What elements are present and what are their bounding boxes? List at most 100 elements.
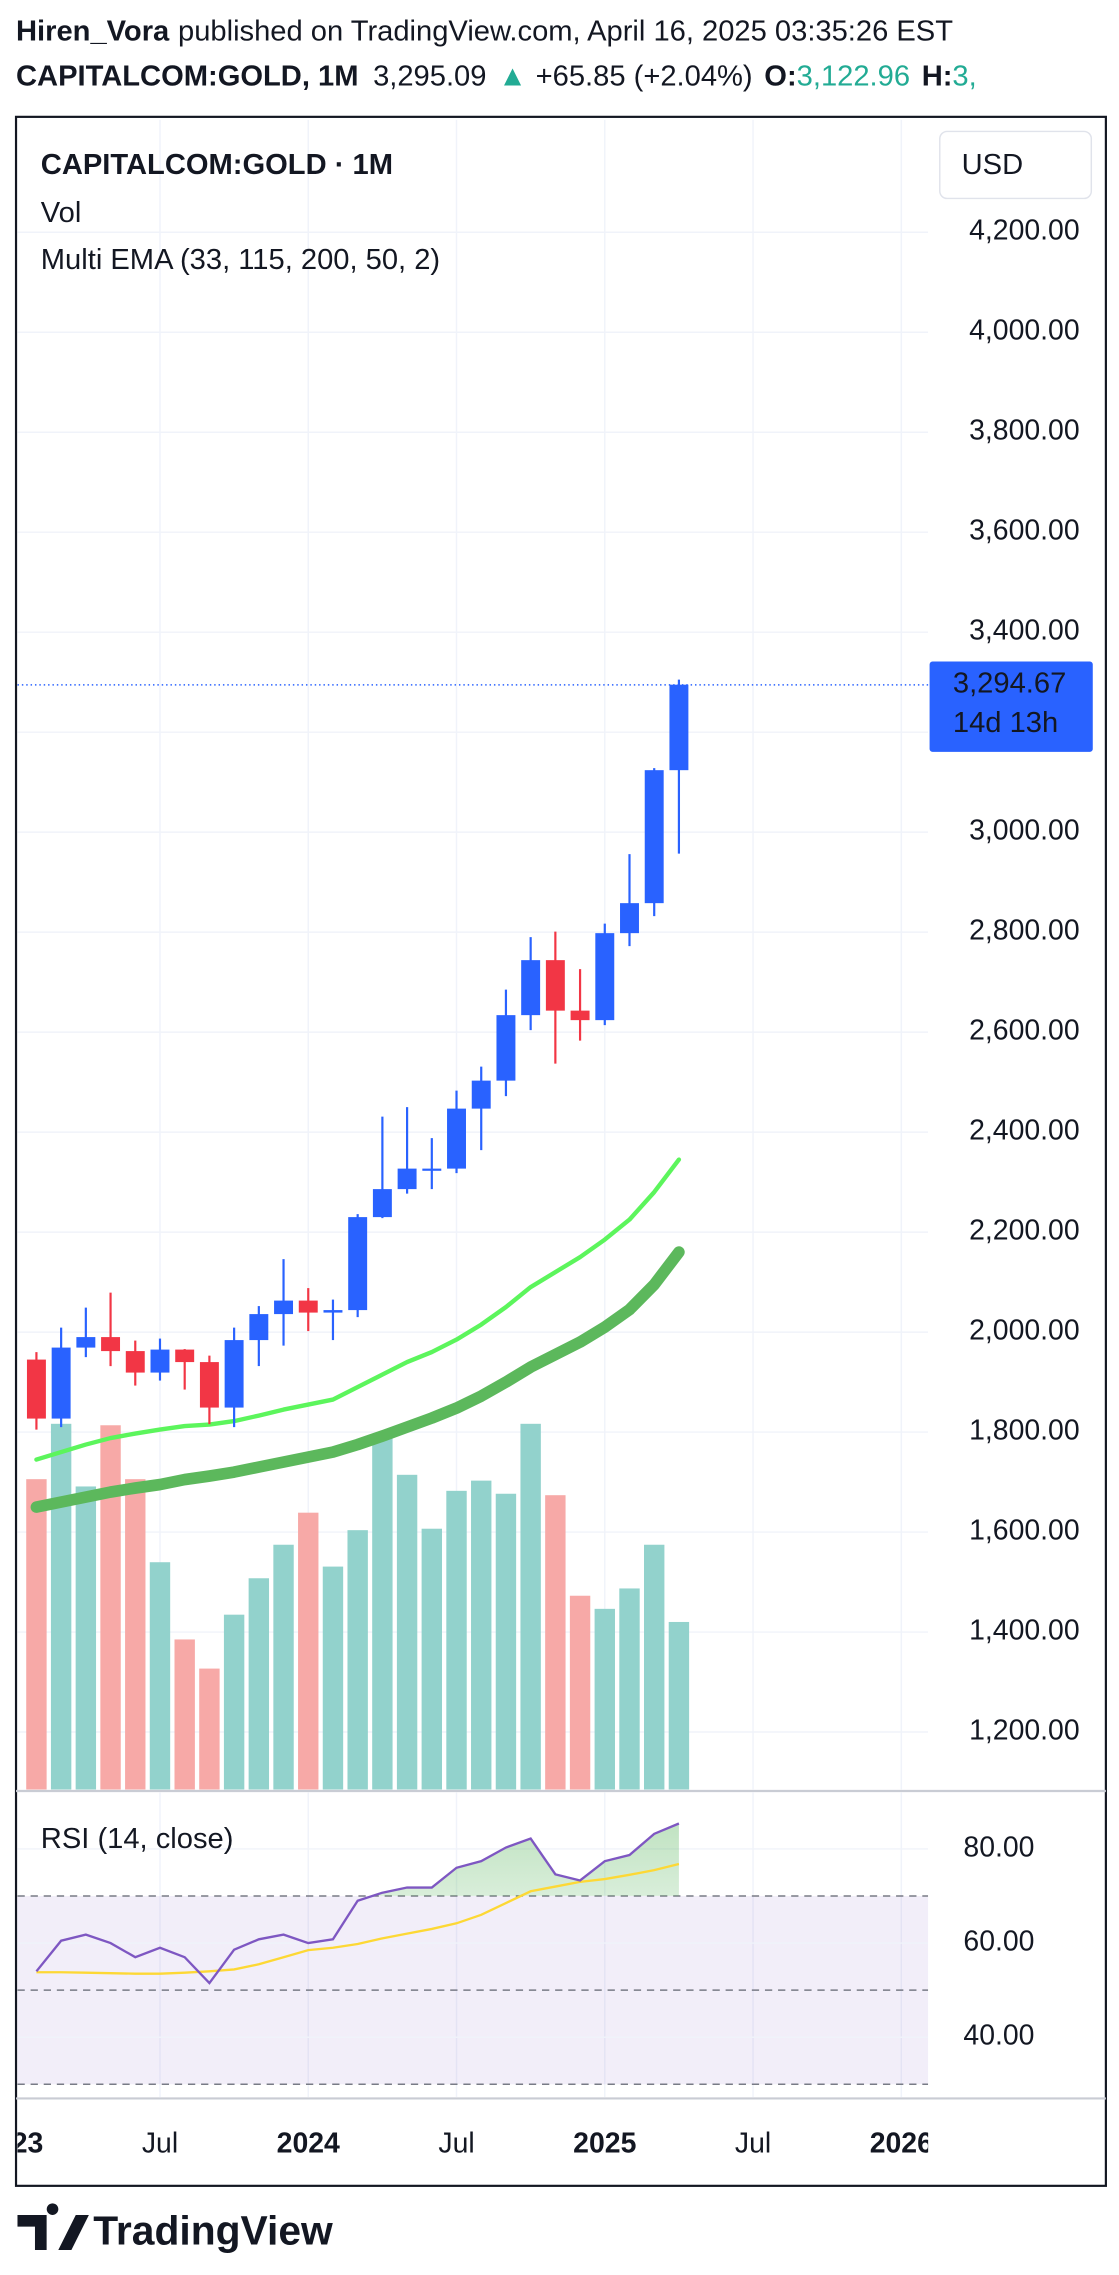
volume-bar: [125, 1479, 146, 1790]
candle-body: [175, 1349, 195, 1363]
rsi-band: [17, 1895, 929, 2085]
rsi-line: [35, 1822, 680, 1985]
volume-bar: [100, 1425, 121, 1790]
rsi-title: RSI (14, close): [41, 1823, 234, 1855]
currency-box[interactable]: [939, 130, 1093, 200]
y-tick-label: 2,000.00: [969, 1315, 1080, 1347]
candle-body: [372, 1189, 392, 1218]
candle-body: [76, 1337, 96, 1348]
x-tick-label: 2024: [277, 2128, 340, 2160]
candle-body: [125, 1351, 145, 1373]
volume-bar: [149, 1562, 171, 1790]
volume-bar: [273, 1544, 294, 1790]
candle-body: [669, 684, 689, 771]
y-tick-label: 1,400.00: [969, 1615, 1080, 1647]
x-tick-label: Jul: [438, 2128, 474, 2160]
last: 3,295.09: [373, 60, 486, 92]
high-label: H:: [922, 60, 953, 92]
x-tick-label: Jul: [735, 2128, 771, 2160]
volume-bar: [421, 1528, 443, 1790]
last-price-box: [929, 661, 1093, 752]
volume-bar: [50, 1423, 72, 1790]
y-tick-label: 4,200.00: [969, 215, 1080, 247]
change: +65.85 (+2.04%): [536, 60, 753, 92]
arrow: ▲: [498, 60, 527, 92]
candle-body: [150, 1349, 170, 1373]
volume-bar: [446, 1490, 467, 1790]
time-axis: 2023 Jul 2024 Jul 2025 Jul 2026: [0, 2128, 928, 2160]
volume-bar: [75, 1486, 97, 1790]
author: Hiren_Vora: [16, 15, 170, 47]
candle-body: [348, 1217, 368, 1311]
ema-line: [30, 1246, 685, 1513]
y-tick-label: 1,200.00: [969, 1715, 1080, 1747]
symbol-line: CAPITALCOM:GOLD, 1M 3,295.09 ▲ +65.85 (+2.0…: [16, 60, 977, 92]
volume-bar: [644, 1544, 665, 1790]
volume-bar: [372, 1434, 393, 1790]
legend-title: CAPITALCOM:GOLD · 1M: [41, 149, 393, 181]
rsi-pane: [17, 1792, 929, 2097]
rsi-tick-label: 80.00: [963, 1831, 1034, 1863]
y-tick-label: 2,600.00: [969, 1015, 1080, 1047]
y-tick-label: 2,200.00: [969, 1215, 1080, 1247]
open-label: O:: [764, 60, 796, 92]
open: 3,122.96: [797, 60, 910, 92]
rsi-overbought-fill: [372, 1823, 679, 1896]
published: published on TradingView.com, April 16, …: [178, 15, 953, 47]
volume-bar: [495, 1493, 517, 1790]
volume-bar: [26, 1479, 47, 1790]
candle-body: [249, 1314, 269, 1341]
volume-bar: [174, 1639, 195, 1790]
candle-body: [620, 903, 639, 934]
y-tick-label: 3,800.00: [969, 415, 1080, 447]
candle-body: [323, 1310, 343, 1313]
volume-bar: [619, 1588, 640, 1790]
symbol: CAPITALCOM:GOLD, 1M: [16, 60, 358, 92]
candle-body: [496, 1015, 516, 1081]
candle-body: [298, 1300, 318, 1313]
frame: [14, 115, 1107, 2187]
volume-bar: [298, 1512, 319, 1790]
countdown: 14d 13h: [953, 707, 1058, 739]
volume-bar: [199, 1668, 220, 1790]
volume-bar: [569, 1595, 591, 1790]
y-tick-label: 1,600.00: [969, 1515, 1080, 1547]
plot-layer: 2023 Jul 2024 Jul 2025 Jul 2026 1,200.00 1,400.0…: [0, 119, 1093, 2160]
rsi-line: [36, 1862, 680, 1975]
candle-body: [101, 1337, 121, 1352]
volume-bar: [668, 1621, 690, 1790]
candle-body: [447, 1108, 466, 1169]
candle-body: [224, 1340, 244, 1408]
brand: TradingView: [93, 2208, 333, 2254]
volume-bar: [322, 1566, 344, 1790]
candle-body: [595, 933, 615, 1021]
candle-body: [199, 1362, 219, 1408]
volume-bar: [594, 1608, 615, 1790]
x-tick-label: Jul: [142, 2128, 178, 2160]
candle-body: [51, 1347, 71, 1419]
y-tick-label: 2,800.00: [969, 915, 1080, 947]
legend-indicator: Multi EMA (33, 115, 200, 50, 2): [41, 244, 440, 276]
candle-body: [422, 1168, 442, 1171]
y-tick-label: 3,600.00: [969, 515, 1080, 547]
y-tick-label: 4,000.00: [969, 315, 1080, 347]
logo-icon: [17, 2203, 89, 2250]
volume-bar: [520, 1423, 541, 1790]
candle-body: [471, 1080, 491, 1109]
candle-body: [545, 960, 565, 1011]
candle-body: [26, 1359, 46, 1419]
candle-body: [397, 1168, 417, 1190]
last-price-label: 3,294.67: [953, 668, 1066, 700]
x-tick-label: 2025: [573, 2128, 636, 2160]
candle-body: [570, 1010, 590, 1021]
volume-bar: [545, 1495, 566, 1790]
volume-bar: [396, 1474, 418, 1790]
y-tick-label: 3,000.00: [969, 815, 1080, 847]
rsi-tick-label: 60.00: [963, 1926, 1034, 1958]
volume-bar: [248, 1578, 270, 1790]
currency: USD: [962, 149, 1024, 181]
x-tick-label: 2023: [0, 2128, 43, 2160]
rsi-tick-label: 40.00: [963, 2020, 1034, 2052]
